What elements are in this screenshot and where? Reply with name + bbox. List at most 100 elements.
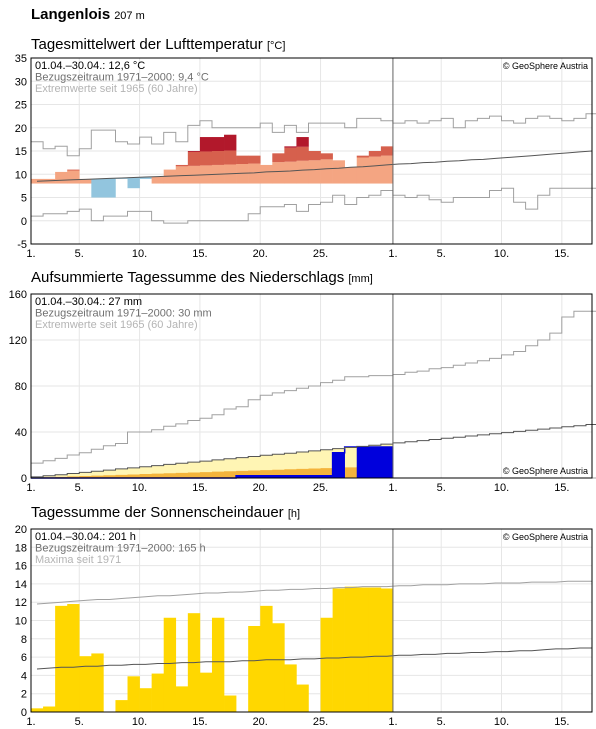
sun-day-bar	[79, 656, 92, 712]
temp-normal-band	[308, 160, 321, 184]
y-tick-label: -5	[17, 239, 27, 251]
temp-normal-band	[320, 159, 333, 184]
x-tick-label: 20.	[253, 248, 268, 260]
temp-warm-bar	[272, 153, 285, 163]
prec-obs-bar	[308, 475, 321, 478]
temp-normal-band	[175, 166, 189, 184]
y-tick-label: 40	[15, 427, 27, 439]
y-tick-label: 8	[21, 634, 27, 646]
temp-warm-bar	[187, 151, 201, 166]
x-tick-label: 15.	[554, 248, 569, 260]
y-tick-label: 25	[15, 100, 27, 112]
temp-normal-band	[67, 170, 80, 184]
sunshine-unit: [h]	[287, 508, 301, 520]
station-altitude: 207 m	[114, 10, 145, 22]
temp-very-warm-bar	[199, 137, 213, 152]
prec-obs-bar	[248, 475, 261, 478]
temp-normal-band	[344, 167, 358, 184]
x-tick-label: 1.	[388, 716, 397, 728]
legend-line: Bezugszeitraum 1971–2000: 165 h	[35, 543, 206, 555]
sun-day-bar	[127, 676, 140, 712]
temp-normal-band	[332, 160, 345, 184]
x-tick-label: 10.	[494, 248, 509, 260]
x-tick-label: 15.	[554, 482, 569, 494]
prec-obs-bar	[332, 452, 345, 478]
y-tick-label: 4	[21, 670, 27, 682]
temp-normal-band	[296, 160, 309, 184]
sun-day-bar	[43, 706, 56, 712]
temp-warm-bar	[284, 147, 297, 162]
x-tick-label: 1.	[388, 248, 397, 260]
x-tick-label: 10.	[132, 716, 147, 728]
y-tick-label: 14	[15, 579, 27, 591]
x-tick-label: 20.	[253, 716, 268, 728]
temp-warm-bar	[199, 151, 213, 166]
legend-line: Extremwerte seit 1965 (60 Jahre)	[35, 319, 198, 331]
prec-obs-bar	[272, 475, 285, 478]
sun-day-bar	[211, 617, 225, 712]
x-tick-label: 1.	[26, 482, 35, 494]
y-tick-label: 20	[15, 123, 27, 135]
y-tick-label: 0	[21, 473, 27, 485]
legend-line: Bezugszeitraum 1971–2000: 30 mm	[35, 308, 212, 320]
x-tick-label: 10.	[494, 482, 509, 494]
y-tick-label: 120	[9, 335, 27, 347]
credit-label: © GeoSphere Austria	[503, 532, 588, 542]
temp-normal-band	[284, 161, 297, 184]
sun-day-bar	[284, 664, 297, 712]
temp-warm-bar	[248, 155, 261, 164]
temperature-unit: [°C]	[266, 40, 286, 52]
y-tick-label: 35	[15, 53, 27, 65]
temp-warm-bar	[224, 150, 237, 165]
precipitation-title-text: Aufsummierte Tagessumme des Niederschlag…	[31, 269, 345, 286]
temp-warm-bar	[356, 155, 370, 158]
sun-day-bar	[67, 604, 80, 712]
x-tick-label: 1.	[26, 716, 35, 728]
legend-line: Bezugszeitraum 1971–2000: 9,4 °C	[35, 72, 209, 84]
sun-day-bar	[31, 708, 44, 712]
y-tick-label: 30	[15, 76, 27, 88]
prec-obs-bar	[368, 446, 382, 478]
legend-line: Extremwerte seit 1965 (60 Jahre)	[35, 83, 198, 95]
temp-normal-band	[79, 178, 92, 184]
temp-warm-bar	[296, 146, 309, 161]
prec-obs-bar	[296, 475, 309, 478]
y-tick-label: 6	[21, 652, 27, 664]
credit-label: © GeoSphere Austria	[503, 61, 588, 71]
temp-normal-band	[55, 171, 68, 184]
temp-day-bar	[103, 178, 116, 198]
temperature-title-text: Tagesmittelwert der Lufttemperatur	[31, 36, 263, 53]
sunshine-title-text: Tagessumme der Sonnenscheindauer	[31, 504, 284, 521]
y-tick-label: 2	[21, 689, 27, 701]
temp-normal-band	[356, 157, 370, 184]
prec-obs-bar	[284, 475, 297, 478]
sun-day-bar	[163, 617, 177, 712]
x-tick-label: 15.	[554, 716, 569, 728]
x-tick-label: 10.	[494, 716, 509, 728]
x-tick-label: 25.	[313, 482, 328, 494]
x-tick-label: 5.	[437, 248, 446, 260]
x-tick-label: 5.	[75, 248, 84, 260]
x-tick-label: 5.	[75, 482, 84, 494]
temp-day-bar	[91, 178, 104, 198]
y-tick-label: 80	[15, 381, 27, 393]
temp-warm-bar	[211, 151, 225, 165]
temp-max-line	[31, 113, 596, 157]
temp-very-warm-bar	[224, 134, 237, 151]
x-tick-label: 15.	[192, 248, 207, 260]
temp-normal-band	[368, 156, 382, 184]
x-tick-label: 20.	[253, 482, 268, 494]
sun-frame	[30, 528, 593, 713]
temp-very-warm-bar	[284, 146, 297, 148]
temp-very-warm-bar	[187, 151, 201, 152]
x-tick-label: 15.	[192, 716, 207, 728]
temperature-title: Tagesmittelwert der Lufttemperatur [°C]	[31, 36, 285, 53]
y-tick-label: 15	[15, 146, 27, 158]
temp-warm-bar	[308, 151, 321, 161]
prec-obs-bar	[236, 475, 249, 478]
y-tick-label: 18	[15, 542, 27, 554]
x-tick-label: 10.	[132, 248, 147, 260]
station-header: Langenlois 207 m	[31, 6, 145, 23]
prec-obs-bar	[320, 475, 333, 478]
